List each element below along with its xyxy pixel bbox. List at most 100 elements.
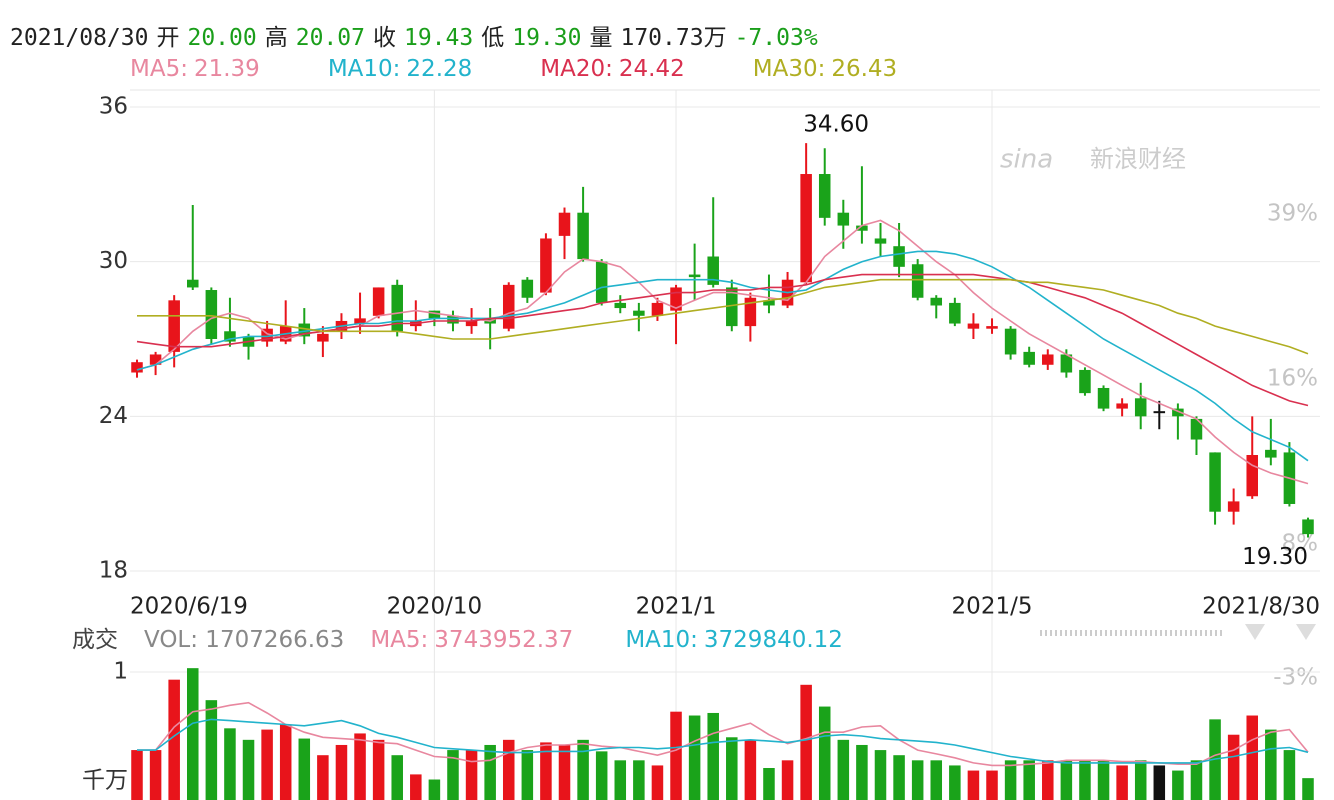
volume-bar: [317, 755, 329, 800]
volume-bar: [633, 760, 645, 800]
candle-body: [1060, 354, 1073, 373]
legend-item: MA10: 22.28: [328, 56, 506, 82]
arrow-down[interactable]: [1245, 624, 1265, 640]
candle-body: [1246, 455, 1259, 497]
legend-item: MA5: 3743952.37: [370, 627, 599, 653]
volume-bar: [261, 729, 273, 800]
volume-bar: [893, 755, 905, 800]
volume-bar: [800, 684, 812, 800]
legend-value: 24.42: [618, 56, 685, 82]
volume-bar: [391, 755, 403, 800]
candle-body: [465, 320, 478, 327]
candle-body: [1209, 452, 1221, 512]
ma-legend: MA5: 21.39 MA10: 22.28 MA20: 24.42 MA30: 26.43: [130, 56, 965, 82]
candle-body: [874, 238, 887, 244]
candle-body: [428, 310, 441, 319]
candle-body: [1004, 328, 1017, 355]
candle-body: [688, 274, 701, 278]
y-tick-label: 1: [113, 659, 128, 685]
candle-body: [224, 331, 236, 342]
volume-bar: [818, 706, 831, 800]
volume-title: 成交: [72, 627, 118, 653]
volume-bar: [447, 750, 459, 800]
field-value: 19.43: [403, 25, 474, 51]
legend-name: MA5:: [370, 627, 429, 653]
candle-body: [1153, 411, 1166, 414]
field-label: 收: [372, 25, 396, 51]
legend-name: MA10:: [327, 56, 401, 82]
volume-bar: [558, 744, 571, 800]
candle-body: [651, 302, 664, 316]
volume-bar: [670, 711, 682, 800]
candle-body: [1079, 369, 1091, 394]
field-value: 170.73万: [620, 25, 727, 51]
volume-bar: [224, 728, 236, 800]
volume-bar: [856, 744, 868, 800]
arrow-down[interactable]: [1296, 624, 1316, 640]
candle-body: [633, 310, 645, 316]
volume-bar: [540, 742, 552, 800]
legend-value: 26.43: [831, 56, 898, 82]
volume-bar: [186, 668, 199, 800]
candle-body: [298, 323, 311, 337]
volume-bar: [279, 724, 292, 800]
volume-bar: [1060, 760, 1073, 800]
legend-name: MA20:: [540, 56, 613, 82]
candle-body: [670, 287, 682, 311]
volume-bar: [986, 770, 998, 800]
candle-body: [1097, 387, 1110, 409]
volume-bar: [131, 750, 143, 800]
volume-bar: [335, 744, 348, 800]
legend-value: 22.28: [406, 56, 473, 82]
right-label: 8%: [1282, 531, 1319, 557]
ma-line: [136, 273, 1309, 407]
field-value: 20.07: [295, 25, 365, 51]
volume-bar: [967, 770, 980, 800]
volume-bar: [1023, 760, 1035, 800]
volume-bar: [1004, 760, 1017, 800]
candle-body: [763, 300, 775, 306]
volume-bar: [707, 712, 719, 800]
candle-body: [614, 302, 627, 309]
candle-body: [447, 315, 459, 324]
volume-bar: [726, 737, 738, 800]
volume-bar: [1172, 770, 1184, 800]
legend-item: MA5: 21.39: [130, 56, 294, 82]
volume-bar: [1153, 765, 1166, 800]
legend-item: MA30: 26.43: [753, 56, 931, 82]
volume-bar: [242, 739, 255, 800]
volume-bar: [781, 760, 794, 800]
max-label: 34.60: [803, 112, 869, 138]
candle-body: [800, 174, 812, 283]
candle-body: [726, 287, 738, 327]
volume-bar: [577, 739, 589, 800]
candle-body: [1172, 408, 1184, 417]
legend-name: MA30:: [752, 56, 826, 82]
candle-body: [893, 246, 905, 267]
candle-body: [707, 256, 719, 285]
unit-label: 千万: [82, 768, 128, 794]
legend-value: 21.39: [193, 56, 260, 82]
volume-bar: [1246, 715, 1259, 800]
field-label: 低: [481, 25, 505, 51]
candle-body: [967, 323, 980, 329]
volume-bar: [763, 768, 775, 800]
right-label: 39%: [1267, 201, 1318, 227]
volume-bar: [688, 715, 701, 800]
date: 2021/08/30: [10, 25, 149, 51]
candle-body: [168, 300, 180, 352]
candle-body: [1302, 519, 1314, 535]
candle-body: [818, 174, 831, 218]
volume-bar: [465, 750, 478, 800]
candle-body: [1265, 449, 1277, 458]
volume-bar: [930, 760, 943, 800]
candle-body: [595, 261, 608, 303]
y-tick-label: 18: [99, 558, 128, 584]
volume-bar: [354, 733, 366, 800]
candle-body: [577, 212, 589, 260]
candle-body: [744, 297, 757, 327]
candle-body: [149, 354, 162, 365]
volume-bar: [744, 739, 757, 800]
volume-bar: [1042, 760, 1054, 800]
